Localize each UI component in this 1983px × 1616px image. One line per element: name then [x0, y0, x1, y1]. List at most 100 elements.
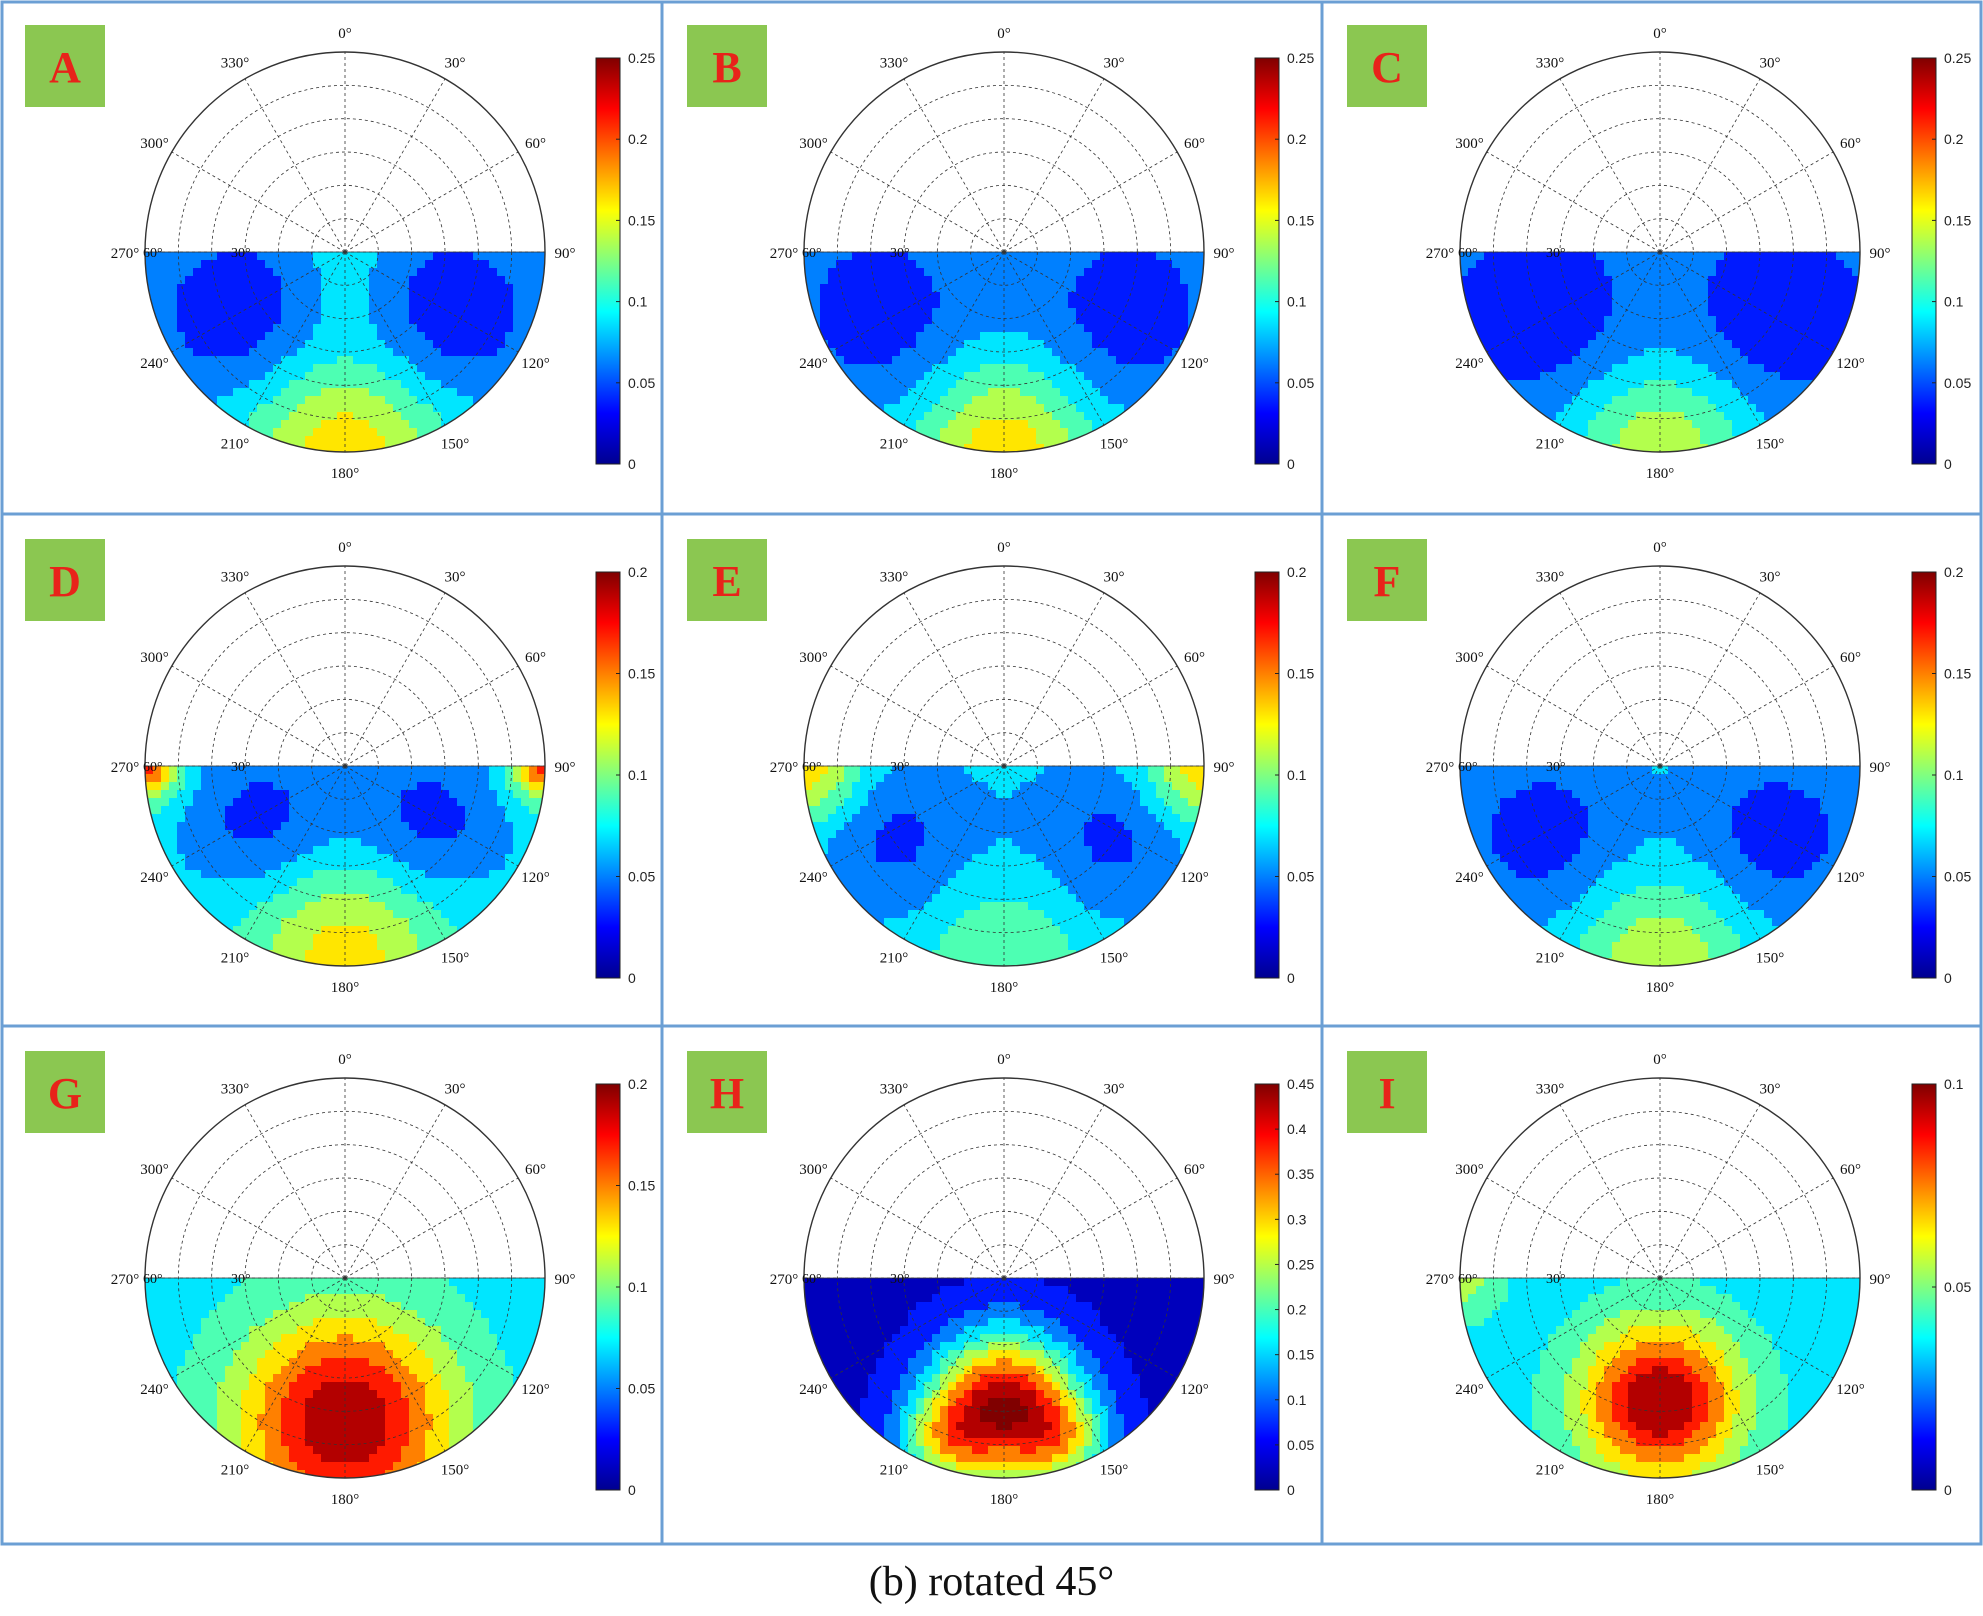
angle-label: 30°: [1760, 569, 1781, 585]
radial-label: 60°: [1458, 1272, 1478, 1287]
colorbar-tick-label: 0: [1944, 456, 1952, 472]
radial-label: 30°: [1546, 760, 1566, 775]
colorbar: 0.25 0.2 0.15 0.1 0.05 0: [595, 50, 655, 472]
colorbar-tick-label: 0.05: [1287, 375, 1314, 391]
angle-label: 210°: [221, 951, 250, 967]
angle-label: 210°: [221, 437, 250, 453]
panel-a: 0° 30° 60° 90° 120° 150° 180° 210° 240° 270° 300° 3…: [25, 25, 655, 482]
colorbar-tick-label: 0.05: [1944, 375, 1971, 391]
angle-label: 210°: [1536, 1463, 1565, 1479]
angle-label: 300°: [140, 136, 169, 152]
panel-i: 0° 30° 60° 90° 120° 150° 180° 210° 240° 270° 300° 3…: [1347, 1051, 1971, 1508]
angle-label: 0°: [997, 1052, 1011, 1068]
angle-label: 90°: [555, 760, 576, 776]
polar-grid: [1459, 1077, 1861, 1479]
angle-label: 30°: [445, 1081, 466, 1097]
angle-label: 330°: [221, 1081, 250, 1097]
panel-g: 0° 30° 60° 90° 120° 150° 180° 210° 240° 270° 300° 3…: [25, 1051, 655, 1508]
contour-field: [145, 1278, 545, 1478]
angle-label: 210°: [1536, 951, 1565, 967]
angle-label: 330°: [880, 1081, 909, 1097]
colorbar-tick-label: 0.15: [628, 1178, 655, 1194]
colorbar-tick-label: 0.2: [1287, 131, 1307, 147]
contour-field: [804, 1278, 1204, 1478]
colorbar-tick-label: 0: [1944, 970, 1952, 986]
colorbar-tick-label: 0.15: [1287, 666, 1314, 682]
panel-label: G: [25, 1051, 105, 1133]
colorbar-tick-label: 0.05: [1287, 1437, 1314, 1453]
angle-label: 300°: [799, 650, 828, 666]
radial-label: 30°: [231, 1272, 251, 1287]
radial-label: 30°: [231, 246, 251, 261]
angle-label: 120°: [1180, 356, 1209, 372]
colorbar: 0.2 0.15 0.1 0.05 0: [595, 564, 655, 986]
angle-label: 150°: [441, 1463, 470, 1479]
colorbar-tick-label: 0.05: [1944, 869, 1971, 885]
colorbar-tick-label: 0.15: [1944, 212, 1971, 228]
panel-label: I: [1347, 1051, 1427, 1133]
angle-label: 270°: [1426, 760, 1455, 776]
angle-label: 60°: [1840, 136, 1861, 152]
colorbar-tick-label: 0.3: [1287, 1211, 1307, 1227]
colorbar-tick-label: 0.2: [1287, 564, 1307, 580]
panel-letter: E: [712, 557, 741, 606]
colorbar-tick-label: 0.1: [628, 767, 648, 783]
panel-label: F: [1347, 539, 1427, 621]
angle-label: 270°: [1426, 1272, 1455, 1288]
radial-label: 60°: [802, 246, 822, 261]
angle-label: 150°: [1100, 437, 1129, 453]
angle-label: 240°: [799, 1382, 828, 1398]
colorbar-tick-label: 0.2: [628, 131, 648, 147]
angle-label: 210°: [1536, 437, 1565, 453]
angle-label: 180°: [990, 466, 1019, 482]
radial-label: 60°: [143, 1272, 163, 1287]
angle-label: 150°: [1100, 951, 1129, 967]
angle-label: 30°: [1760, 55, 1781, 71]
contour-field: [804, 766, 1204, 966]
colorbar-tick-label: 0.2: [1944, 564, 1964, 580]
polar-grid: [144, 51, 546, 453]
panel-letter: A: [49, 43, 81, 92]
panel-label: D: [25, 539, 105, 621]
radial-label: 60°: [143, 760, 163, 775]
angle-label: 270°: [770, 1272, 799, 1288]
panel-letter: D: [49, 557, 81, 606]
angle-label: 330°: [880, 569, 909, 585]
colorbar-tick-label: 0.25: [1287, 50, 1314, 66]
angle-label: 300°: [1455, 1162, 1484, 1178]
colorbar-tick-label: 0.1: [1287, 767, 1307, 783]
angle-label: 90°: [1214, 1272, 1235, 1288]
angle-label: 150°: [1756, 437, 1785, 453]
colorbar-tick-label: 0: [628, 456, 636, 472]
figure-border: [0, 0, 1983, 1546]
panel-b: 0° 30° 60° 90° 120° 150° 180° 210° 240° 270° 300° 3…: [687, 25, 1314, 482]
angle-label: 0°: [1653, 26, 1667, 42]
colorbar-tick-label: 0.05: [1944, 1279, 1971, 1295]
colorbar-tick-label: 0.1: [1944, 767, 1964, 783]
angle-label: 180°: [990, 980, 1019, 996]
angle-label: 120°: [1836, 356, 1865, 372]
radial-label: 30°: [890, 1272, 910, 1287]
contour-field: [145, 252, 545, 452]
colorbar-tick-label: 0.15: [1287, 1347, 1314, 1363]
colorbar-tick-label: 0.2: [628, 1076, 648, 1092]
angle-label: 240°: [140, 870, 169, 886]
angle-label: 0°: [1653, 1052, 1667, 1068]
colorbar: 0.2 0.15 0.1 0.05 0: [1254, 564, 1314, 986]
radial-label: 60°: [1458, 246, 1478, 261]
polar-grid: [1459, 565, 1861, 967]
angle-label: 60°: [1184, 650, 1205, 666]
angle-label: 120°: [1836, 1382, 1865, 1398]
angle-label: 30°: [1104, 1081, 1125, 1097]
colorbar-tick-label: 0.1: [1944, 294, 1964, 310]
angle-label: 270°: [111, 760, 140, 776]
angle-label: 330°: [221, 569, 250, 585]
colorbar-tick-label: 0: [1287, 456, 1295, 472]
colorbar-tick-label: 0: [628, 970, 636, 986]
angle-label: 180°: [331, 1492, 360, 1508]
colorbar-tick-label: 0.05: [628, 1381, 655, 1397]
angle-label: 330°: [1536, 1081, 1565, 1097]
polar-grid: [144, 565, 546, 967]
colorbar-tick-label: 0: [1287, 1482, 1295, 1498]
angle-label: 120°: [521, 1382, 550, 1398]
